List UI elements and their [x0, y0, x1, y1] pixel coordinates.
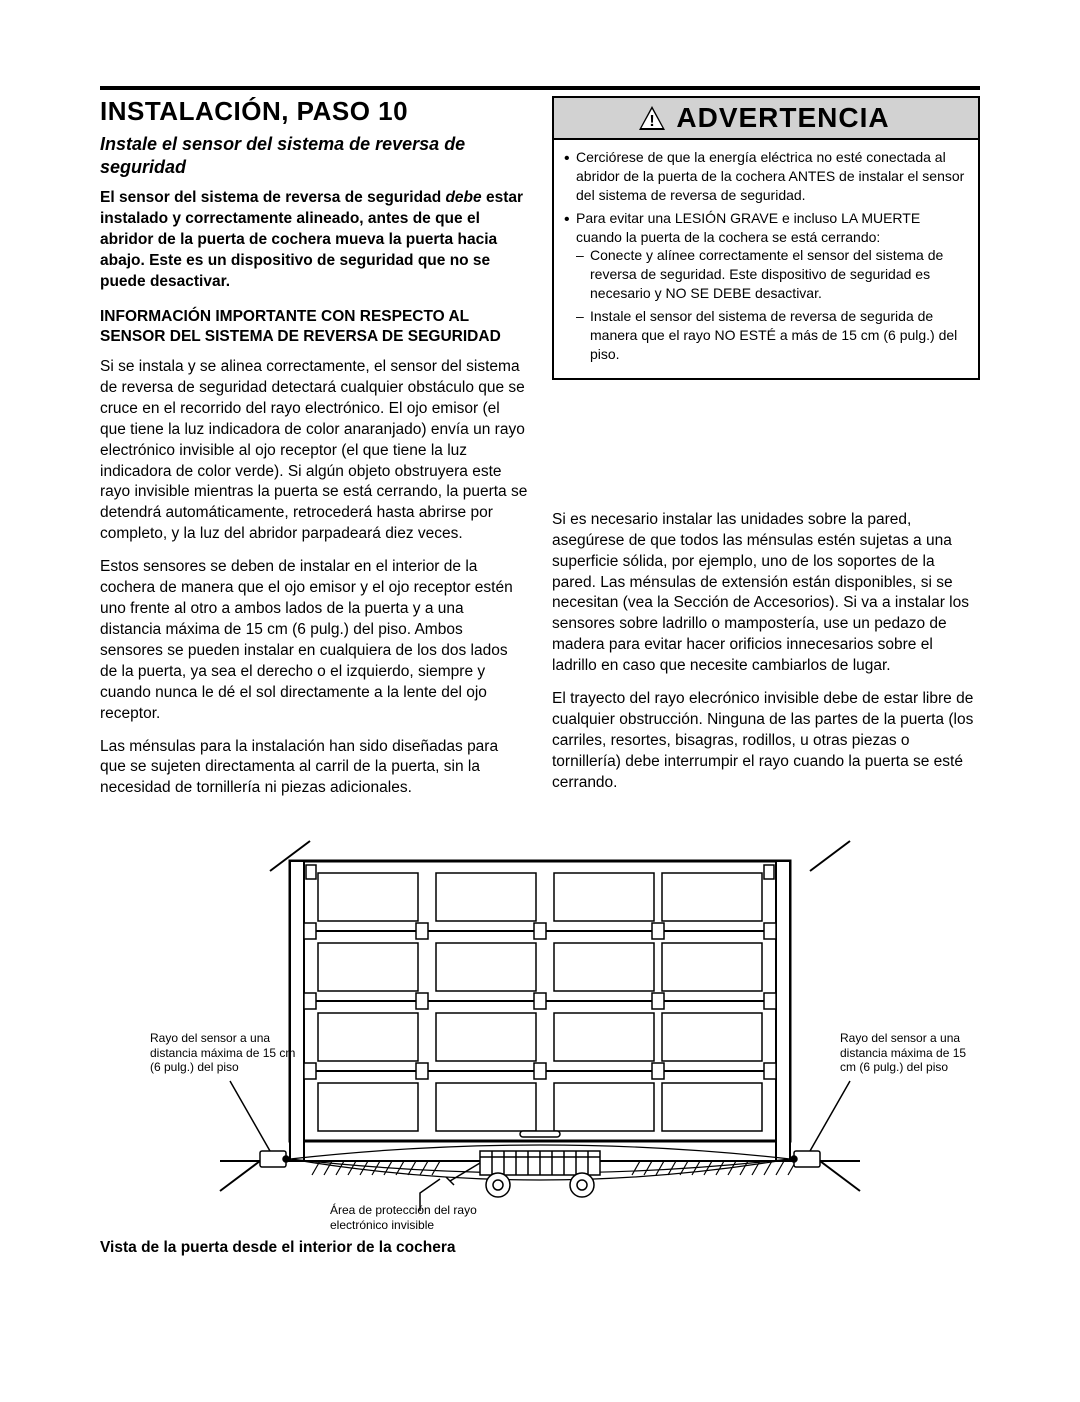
- main-heading: INSTALACIÓN, PASO 10: [100, 96, 528, 127]
- top-rule: [100, 86, 980, 90]
- right-column: ! ADVERTENCIA Cerciórese de que la energ…: [552, 96, 980, 811]
- intro-italic: debe: [445, 189, 481, 206]
- warning-triangle-icon: !: [638, 105, 666, 131]
- warning-sub-1: Conecte y alínee correctamente el sensor…: [576, 246, 968, 303]
- left-para-1: Si se instala y se alinea correctamente,…: [100, 357, 528, 545]
- intro-paragraph: El sensor del sistema de reversa de segu…: [100, 188, 528, 293]
- right-para-2: El trayecto del rayo elecrónico invisibl…: [552, 689, 980, 794]
- warning-title: ADVERTENCIA: [672, 102, 893, 134]
- diagram-left-label: Rayo del sensor a una distancia máxima d…: [150, 1031, 300, 1074]
- diagram-caption: Vista de la puerta desde el interior de …: [100, 1239, 980, 1257]
- warning-bullet-1: Cerciórese de que la energía eléctrica n…: [564, 148, 968, 205]
- warning-sub-2: Instale el sensor del sistema de reversa…: [576, 307, 968, 364]
- svg-text:!: !: [650, 113, 655, 130]
- left-para-2: Estos sensores se deben de instalar en e…: [100, 557, 528, 724]
- left-para-3: Las ménsulas para la instalación han sid…: [100, 737, 528, 800]
- intro-pre: El sensor del sistema de reversa de segu…: [100, 189, 445, 206]
- left-column: INSTALACIÓN, PASO 10 Instale el sensor d…: [100, 96, 528, 811]
- warning-header: ! ADVERTENCIA: [554, 98, 978, 140]
- warning-body: Cerciórese de que la energía eléctrica n…: [554, 140, 978, 378]
- diagram-right-label: Rayo del sensor a una distancia máxima d…: [840, 1031, 980, 1074]
- two-column-layout: INSTALACIÓN, PASO 10 Instale el sensor d…: [100, 96, 980, 811]
- info-title: INFORMACIÓN IMPORTANTE CON RESPECTO AL S…: [100, 307, 528, 347]
- warning-bullet-2: Para evitar una LESIÓN GRAVE e incluso L…: [564, 209, 968, 364]
- sub-heading: Instale el sensor del sistema de reversa…: [100, 133, 528, 178]
- warning-bullet-2-text: Para evitar una LESIÓN GRAVE e incluso L…: [576, 210, 920, 245]
- warning-box: ! ADVERTENCIA Cerciórese de que la energ…: [552, 96, 980, 380]
- document-page: INSTALACIÓN, PASO 10 Instale el sensor d…: [0, 0, 1080, 1317]
- right-para-1: Si es necesario instalar las unidades so…: [552, 510, 980, 677]
- diagram: Rayo del sensor a una distancia máxima d…: [100, 831, 980, 1257]
- right-body: Si es necesario instalar las unidades so…: [552, 510, 980, 794]
- diagram-bottom-label: Área de protección del rayo electrónico …: [330, 1203, 510, 1232]
